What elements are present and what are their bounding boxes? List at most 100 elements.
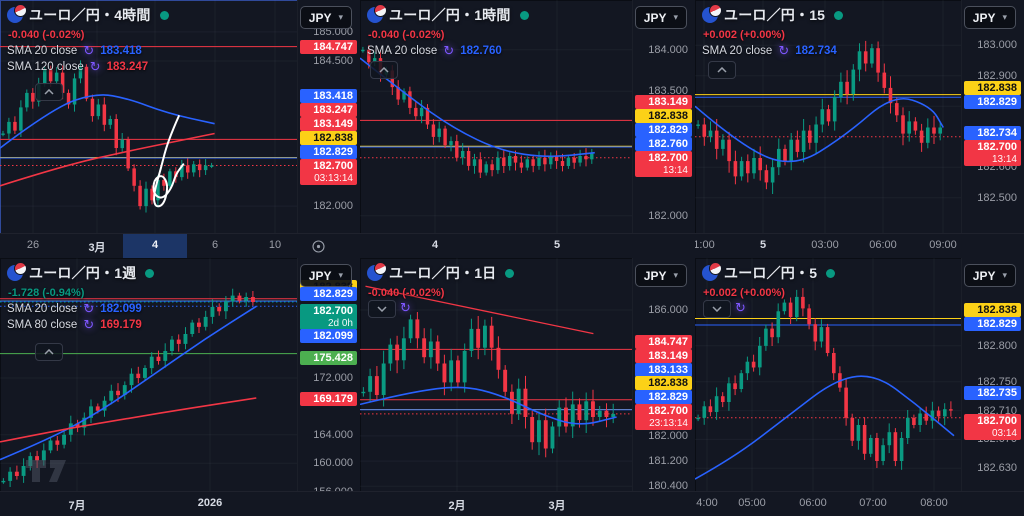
currency-dropdown[interactable]: JPY ▾ [963,6,1016,29]
trend-line[interactable] [365,285,594,335]
chevron-down-icon: ▾ [338,270,343,280]
price-change-text: -1.728 (-0.94%) [8,287,85,299]
horizontal-price-lines [695,94,962,138]
symbol-title[interactable]: ユーロ／円・15 [702,4,844,25]
legend-collapse-button[interactable] [35,343,63,361]
currency-dropdown[interactable]: JPY ▾ [299,264,352,287]
time-tick-label: 7月 [68,500,86,512]
price-label-value: 182.838 [977,81,1017,94]
time-tick-label: 10 [268,239,282,251]
time-tick-label: 3月 [548,500,566,512]
legend-expand-button[interactable] [368,300,396,318]
price-label: 182.838 [300,131,357,145]
sma-line [0,397,257,443]
chart-panel-eurjpy-1d: ユーロ／円・1日 -0.040 (-0.02%) ↻ JPY ▾ 186.000 182.0… [360,258,695,516]
price-axis[interactable]: 183.000182.900182.800182.600182.500182.8… [961,0,1024,234]
indicator-legend-row[interactable]: SMA 20 close ↻ 183.418 [7,44,169,57]
symbol-title-text: ユーロ／円・1週 [29,265,137,281]
price-label-value: 182.829 [977,317,1017,330]
candlestick-chart[interactable] [0,258,298,492]
time-axis[interactable]: 2月 3月 [360,491,695,516]
price-label-value: 184.747 [313,40,353,53]
price-tick-label: 182.750 [977,375,1017,388]
price-label: 183.247 [300,103,357,117]
scroll-to-realtime-button[interactable] [310,238,326,254]
sma-line [360,386,617,425]
eur-flag-icon [367,262,387,281]
market-status-dot [145,268,155,278]
candlestick-chart[interactable] [695,258,962,492]
price-change-text: +0.002 (+0.00%) [703,29,785,41]
price-label-value: 183.133 [648,363,688,376]
price-label-value: 182.838 [313,131,353,144]
market-status-dot [834,10,844,20]
indicator-legend-row[interactable]: SMA 20 close ↻ 182.099 [7,302,154,315]
jpy-flag-icon [14,4,27,17]
price-label: 183.418 [300,89,357,103]
candles [696,288,953,470]
price-label-value: 169.179 [313,392,353,405]
panel-header: ユーロ／円・1週 -1.728 (-0.94%) SMA 20 close ↻ 182.… [7,262,155,331]
legend-expand-button[interactable] [703,300,731,318]
indicator-legend-row[interactable]: SMA 120 close ↻ 183.247 [7,60,169,73]
legend-collapse-button[interactable] [370,61,398,79]
symbol-title[interactable]: ユーロ／円・1時間 [367,4,529,25]
hand-drawing[interactable] [152,115,185,208]
panel-header: ユーロ／円・1日 -0.040 (-0.02%) [367,262,515,300]
price-axis[interactable]: 185.000 184.500 182.000 184.747 183.418 183.2… [297,0,360,234]
symbol-title[interactable]: ユーロ／円・4時間 [7,4,169,25]
sma-line [0,305,257,461]
price-tick-label: 182.000 [648,429,688,442]
horizontal-price-lines [0,46,298,166]
symbol-title[interactable]: ユーロ／円・5 [702,262,836,283]
price-axis[interactable]: 184.000 183.500 182.000 183.149 182.838 182.8… [632,0,695,234]
price-label: 183.149 [300,117,357,131]
currency-dropdown[interactable]: JPY ▾ [299,6,352,29]
indicator-legend-row[interactable]: SMA 20 close ↻ 182.734 [702,44,843,57]
price-label-value: 183.149 [648,95,688,108]
indicator-value: 182.760 [460,44,502,57]
legend-collapse-button[interactable] [35,83,63,101]
price-axis[interactable]: 182.800182.750182.710182.670182.630182.8… [961,258,1024,492]
tradingview-logo [24,458,88,489]
price-label-value: 182.700 [648,151,688,164]
panel-header: ユーロ／円・5 +0.002 (+0.00%) [702,262,836,300]
candlestick-chart[interactable] [360,258,633,492]
time-tick-label: 3月 [88,242,106,254]
price-axis[interactable]: 186.000 182.000 181.200 180.400 184.747 183.1… [632,258,695,492]
indicator-value: 183.418 [100,44,142,57]
symbol-title[interactable]: ユーロ／円・1日 [367,262,515,283]
price-axis[interactable]: 172.000164.000160.000156.000182.838182.8… [297,258,360,498]
time-axis[interactable]: 1:00 5 03:00 06:00 09:00 [695,233,1024,258]
indicator-legend-row[interactable]: SMA 20 close ↻ 182.760 [367,44,529,57]
symbol-title[interactable]: ユーロ／円・1週 [7,262,155,283]
price-label-countdown: 2d 0h [327,317,353,329]
price-tick-label: 182.000 [648,209,688,222]
price-label-value: 183.149 [313,117,353,130]
indicator-label: SMA 20 close [7,302,78,315]
time-tick-label: 26 [26,239,40,251]
currency-dropdown[interactable]: JPY ▾ [634,264,687,287]
indicator-legend-row[interactable]: SMA 80 close ↻ 169.179 [7,318,154,331]
candlestick-chart[interactable] [695,0,962,234]
currency-dropdown[interactable]: JPY ▾ [634,6,687,29]
symbol-title-text: ユーロ／円・1時間 [389,7,511,23]
price-label-value: 182.099 [313,329,353,342]
time-axis[interactable]: 26 3月 4 6 10 [0,233,360,258]
price-label: 182.734 [964,126,1021,140]
chart-panel-eurjpy-1w: ユーロ／円・1週 -1.728 (-0.94%) SMA 20 close ↻ 182.… [0,258,360,516]
indicator-value: 183.247 [106,60,149,73]
currency-label: JPY [308,268,332,283]
time-axis[interactable]: 7月 2026 [0,491,360,516]
eur-flag-icon [702,4,722,23]
horizontal-price-lines [695,318,962,419]
market-status-dot [826,268,836,278]
price-label: 182.838 [635,376,692,390]
time-tick-label: 2月 [448,500,466,512]
time-axis[interactable]: 4:00 05:00 06:00 07:00 08:00 [695,491,1024,516]
price-label: 182.829 [635,123,692,137]
currency-dropdown[interactable]: JPY ▾ [963,264,1016,287]
price-label: 182.829 [300,145,357,159]
legend-collapse-button[interactable] [708,61,736,79]
